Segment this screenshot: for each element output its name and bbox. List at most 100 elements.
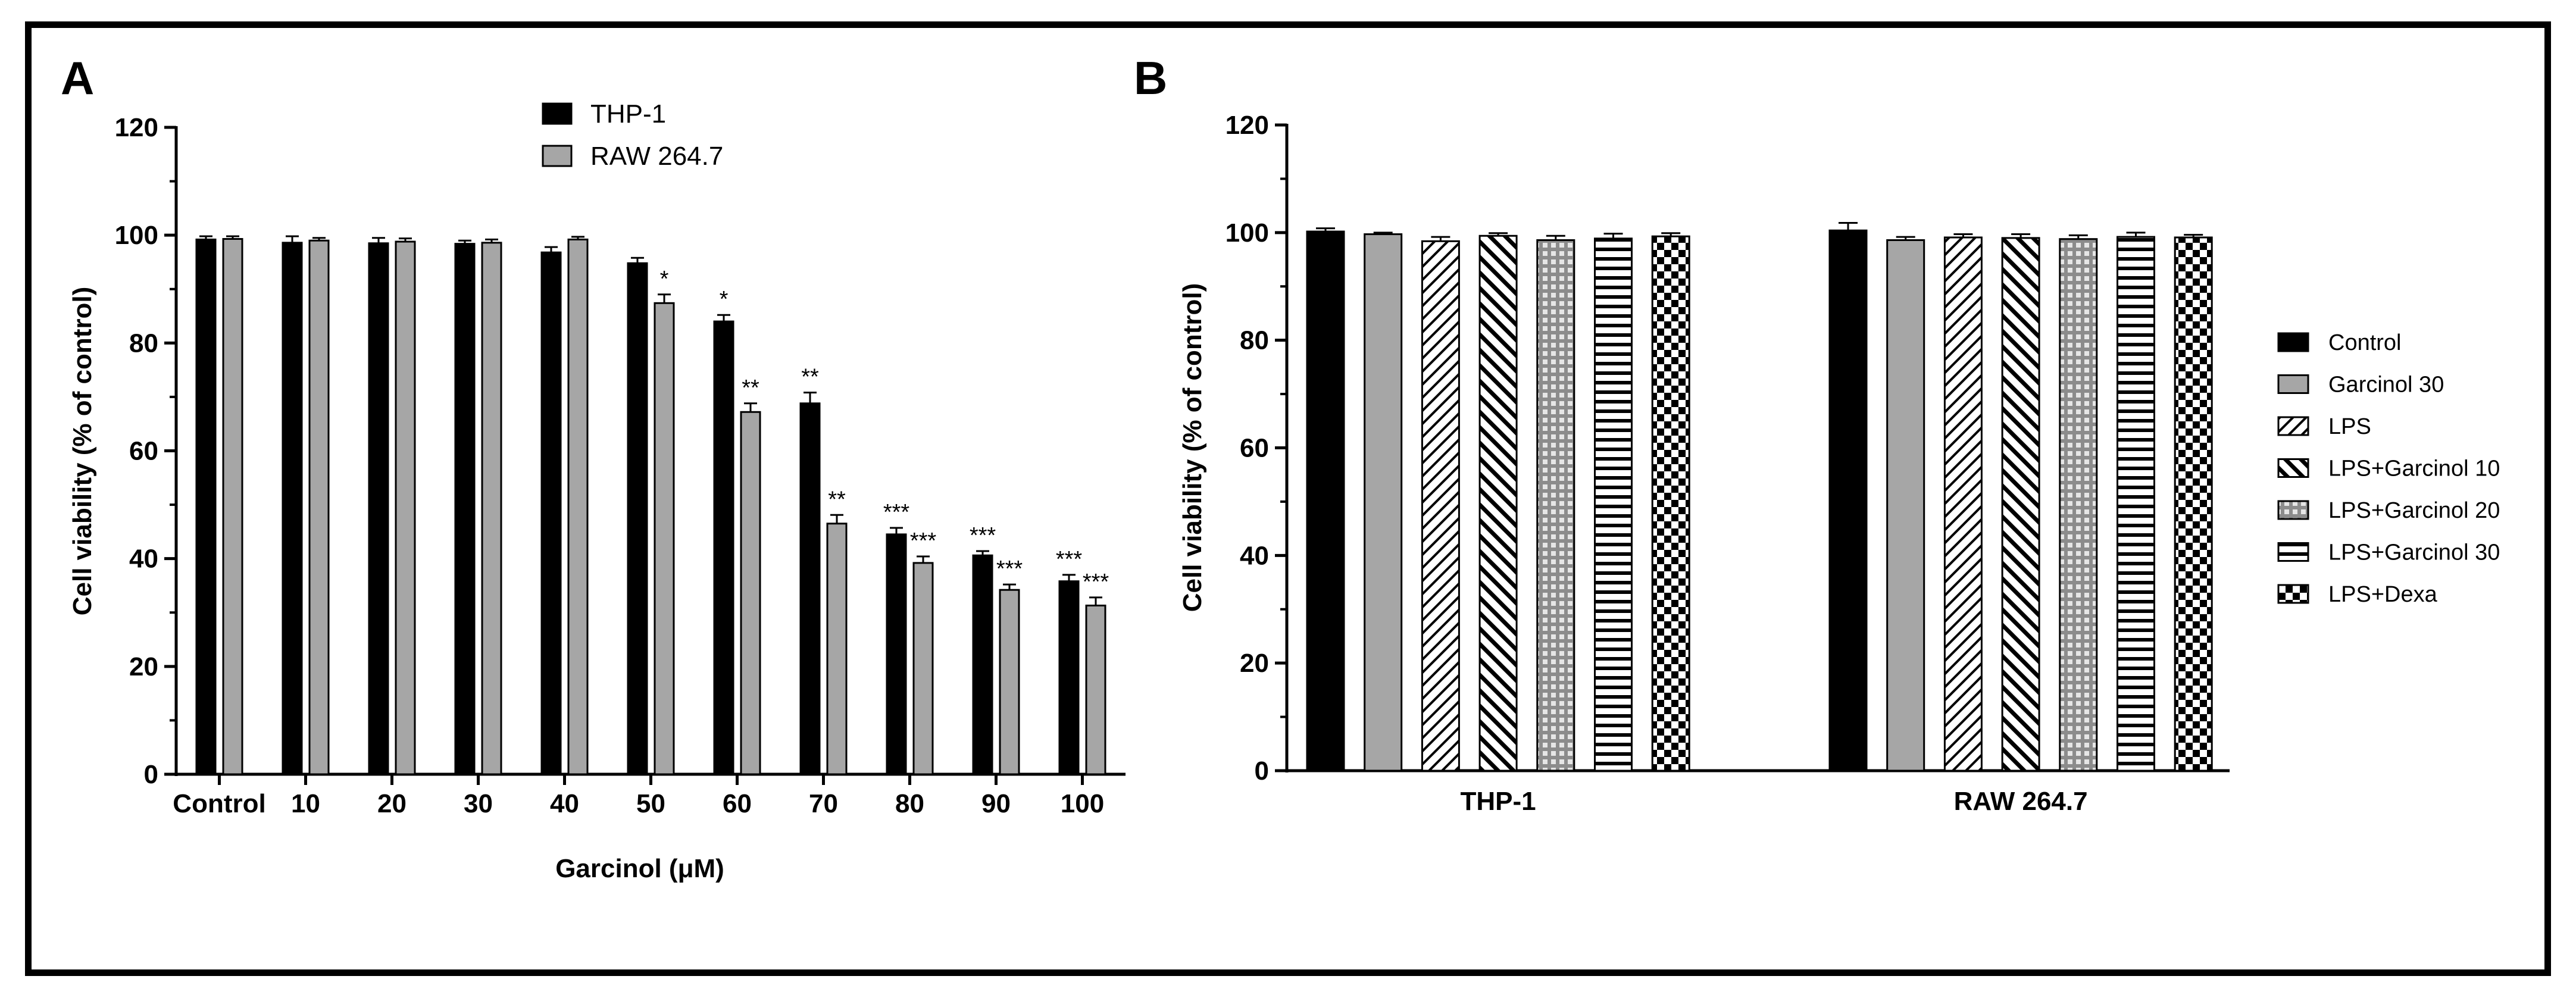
legend-label: Garcinol 30: [2328, 373, 2444, 398]
legend-swatch: [2277, 500, 2309, 520]
bar-raw2647: [912, 562, 934, 775]
y-tick-label: 0: [1255, 756, 1269, 786]
x-tick-label: 60: [723, 789, 752, 818]
legend-label: LPS+Dexa: [2328, 582, 2438, 607]
legend-label: LPS+Garcinol 10: [2328, 456, 2500, 481]
legend-swatch: [2277, 332, 2309, 352]
bar-raw2647: [1085, 604, 1106, 775]
legend-label: THP-1: [590, 99, 666, 129]
x-tick-label: 30: [464, 789, 493, 818]
bar-raw2647: [308, 239, 330, 775]
bar-thp1: [713, 320, 734, 775]
significance-label: ***: [970, 523, 996, 548]
bar-thp1: [454, 243, 476, 775]
bar-solid-black: [1828, 229, 1868, 772]
significance-label: **: [828, 487, 846, 512]
x-tick-label: 50: [636, 789, 665, 818]
y-tick-label: 60: [129, 437, 158, 466]
bar-raw2647: [481, 242, 502, 775]
y-tick-label: 80: [129, 329, 158, 358]
legend-swatch: [2277, 374, 2309, 394]
bar-solid-black: [1306, 230, 1345, 772]
y-tick-label: 20: [129, 652, 158, 681]
bar-checker: [1651, 235, 1690, 772]
legend-swatch: [2277, 542, 2309, 562]
legend-label: LPS+Garcinol 30: [2328, 540, 2500, 565]
significance-label: ***: [910, 528, 937, 553]
y-tick-label: 20: [1240, 649, 1269, 678]
bar-thp1: [540, 251, 562, 775]
bar-thp1: [799, 402, 821, 775]
legend-swatch: [542, 102, 573, 125]
significance-label: ***: [996, 556, 1023, 581]
bar-thp1: [972, 554, 993, 775]
panel-label-b: B: [1134, 52, 1167, 104]
legend-swatch: [2277, 584, 2309, 604]
bar-checker: [2174, 236, 2213, 772]
bar-solid-gray: [1886, 239, 1925, 772]
legend-label: Control: [2328, 330, 2402, 355]
significance-label: ***: [1083, 570, 1109, 595]
x-tick-label: 70: [809, 789, 838, 818]
bar-thp1: [282, 242, 303, 775]
bar-grid: [1536, 239, 1575, 772]
x-tick-label: 80: [895, 789, 924, 818]
bar-thp1: [627, 262, 648, 775]
bar-diagonal-down: [1478, 234, 1518, 772]
y-tick-label: 120: [115, 113, 158, 142]
x-tick-label: 40: [550, 789, 579, 818]
y-axis-title: Cell viability (% of control): [68, 287, 97, 616]
bar-raw2647: [395, 240, 416, 775]
y-axis-title: Cell viability (% of control): [1178, 283, 1207, 612]
x-category-label: THP-1: [1461, 787, 1536, 816]
bar-horizontal: [2117, 236, 2155, 772]
bar-diagonal-up: [1943, 236, 1983, 772]
x-tick-label: 90: [981, 789, 1011, 818]
bar-thp1: [886, 533, 907, 775]
bar-raw2647: [826, 523, 848, 775]
legend-swatch: [2277, 416, 2309, 436]
y-tick-label: 60: [1240, 434, 1269, 463]
y-tick-label: 120: [1226, 111, 1269, 140]
legend-swatch: [542, 145, 573, 167]
y-tick-label: 40: [129, 545, 158, 574]
significance-label: ***: [1056, 547, 1083, 572]
significance-label: *: [720, 287, 729, 312]
significance-label: ***: [883, 500, 910, 525]
significance-label: **: [801, 365, 819, 390]
legend-label: LPS+Garcinol 20: [2328, 498, 2500, 523]
bar-raw2647: [567, 238, 589, 775]
chart-b: 0 20 40 60 80 100 120 THP-1 RAW 264.7 Cell viabil…: [1178, 111, 2500, 816]
x-category-label: RAW 264.7: [1954, 787, 2088, 816]
bar-solid-gray: [1364, 233, 1403, 772]
significance-label: *: [660, 267, 669, 292]
bar-thp1: [1058, 580, 1080, 775]
bar-grid: [2059, 238, 2098, 772]
x-tick-label: 100: [1061, 789, 1104, 818]
bar-thp1: [368, 242, 389, 775]
x-tick-label: 10: [291, 789, 320, 818]
panel-label-a: A: [61, 52, 94, 104]
y-tick-label: 80: [1240, 326, 1269, 355]
legend-label: RAW 264.7: [590, 142, 723, 171]
bar-raw2647: [740, 411, 761, 775]
legend-swatch: [2277, 458, 2309, 478]
significance-label: **: [742, 376, 759, 401]
y-tick-label: 0: [144, 760, 158, 789]
y-tick-label: 100: [1226, 218, 1269, 248]
bar-thp1: [195, 238, 217, 775]
x-tick-label: 20: [377, 789, 407, 818]
bar-diagonal-down: [2001, 237, 2040, 772]
bar-raw2647: [654, 302, 675, 775]
y-tick-label: 100: [115, 221, 158, 250]
legend-label: LPS: [2328, 414, 2371, 439]
x-axis-title: Garcinol (μM): [555, 854, 724, 883]
figure-border: [25, 21, 2551, 976]
bar-raw2647: [222, 238, 243, 775]
bar-horizontal: [1594, 237, 1633, 772]
x-tick-label: Control: [173, 789, 265, 818]
bar-diagonal-up: [1421, 240, 1460, 772]
